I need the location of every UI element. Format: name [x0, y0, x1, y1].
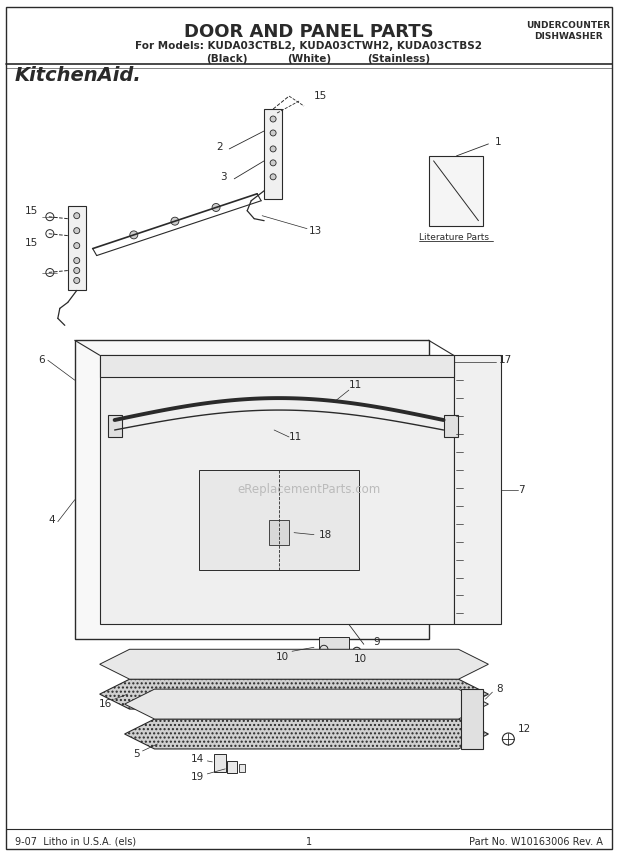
Text: 13: 13 — [309, 226, 322, 235]
Text: 1: 1 — [494, 137, 501, 147]
Bar — [239, 764, 245, 772]
Text: 9-07  Litho in U.S.A. (els): 9-07 Litho in U.S.A. (els) — [15, 836, 136, 847]
Bar — [453, 355, 502, 624]
Text: 11: 11 — [349, 380, 362, 390]
Text: 6: 6 — [38, 355, 45, 366]
Polygon shape — [125, 689, 489, 719]
Polygon shape — [125, 719, 489, 749]
Circle shape — [74, 228, 80, 234]
Text: 4: 4 — [48, 514, 55, 525]
Polygon shape — [100, 650, 489, 679]
Circle shape — [74, 242, 80, 248]
Text: 5: 5 — [133, 749, 140, 759]
Text: (Black): (Black) — [206, 54, 248, 64]
Polygon shape — [100, 679, 489, 709]
Text: 11: 11 — [289, 432, 303, 442]
Circle shape — [74, 212, 80, 218]
Circle shape — [74, 258, 80, 264]
Text: 12: 12 — [518, 724, 531, 734]
Text: 10: 10 — [276, 652, 289, 663]
Bar — [443, 415, 458, 437]
Text: 1: 1 — [306, 836, 312, 847]
Text: 8: 8 — [497, 684, 503, 694]
Circle shape — [270, 174, 276, 180]
Circle shape — [212, 204, 220, 211]
Bar — [428, 156, 484, 226]
Bar — [68, 205, 86, 290]
Circle shape — [270, 130, 276, 136]
Text: Literature Parts: Literature Parts — [418, 233, 489, 241]
Circle shape — [171, 217, 179, 225]
Text: 2: 2 — [216, 142, 223, 152]
Text: 14: 14 — [191, 754, 205, 764]
Circle shape — [74, 277, 80, 283]
Circle shape — [270, 160, 276, 166]
Polygon shape — [75, 341, 428, 639]
Text: 18: 18 — [319, 530, 332, 539]
Text: KitchenAid.: KitchenAid. — [15, 66, 142, 86]
Text: UNDERCOUNTER: UNDERCOUNTER — [526, 21, 610, 30]
Text: 15: 15 — [25, 205, 38, 216]
Text: 17: 17 — [498, 355, 511, 366]
Text: 9: 9 — [374, 638, 381, 647]
Text: DOOR AND PANEL PARTS: DOOR AND PANEL PARTS — [184, 23, 434, 41]
Bar — [200, 470, 359, 569]
Text: 3: 3 — [221, 172, 228, 181]
Bar — [228, 761, 237, 773]
Text: 16: 16 — [99, 699, 112, 709]
Bar — [461, 689, 484, 749]
Text: (White): (White) — [287, 54, 331, 64]
Bar — [319, 638, 349, 650]
Text: eReplacementParts.com: eReplacementParts.com — [237, 484, 381, 496]
Bar — [264, 109, 282, 199]
Circle shape — [270, 116, 276, 122]
Text: 10: 10 — [354, 654, 367, 664]
Bar — [108, 415, 122, 437]
Text: 7: 7 — [518, 484, 525, 495]
Text: 15: 15 — [314, 91, 327, 101]
Text: Part No. W10163006 Rev. A: Part No. W10163006 Rev. A — [469, 836, 603, 847]
Text: 15: 15 — [25, 238, 38, 247]
Bar — [215, 754, 226, 772]
Text: DISHWASHER: DISHWASHER — [534, 33, 603, 41]
Circle shape — [130, 231, 138, 239]
Bar — [269, 520, 289, 544]
Bar — [100, 355, 453, 377]
Text: 19: 19 — [191, 772, 205, 782]
Circle shape — [270, 146, 276, 152]
Circle shape — [74, 268, 80, 274]
Text: (Stainless): (Stainless) — [367, 54, 430, 64]
Text: For Models: KUDA03CTBL2, KUDA03CTWH2, KUDA03CTBS2: For Models: KUDA03CTBL2, KUDA03CTWH2, KU… — [136, 41, 482, 51]
Polygon shape — [100, 355, 453, 624]
